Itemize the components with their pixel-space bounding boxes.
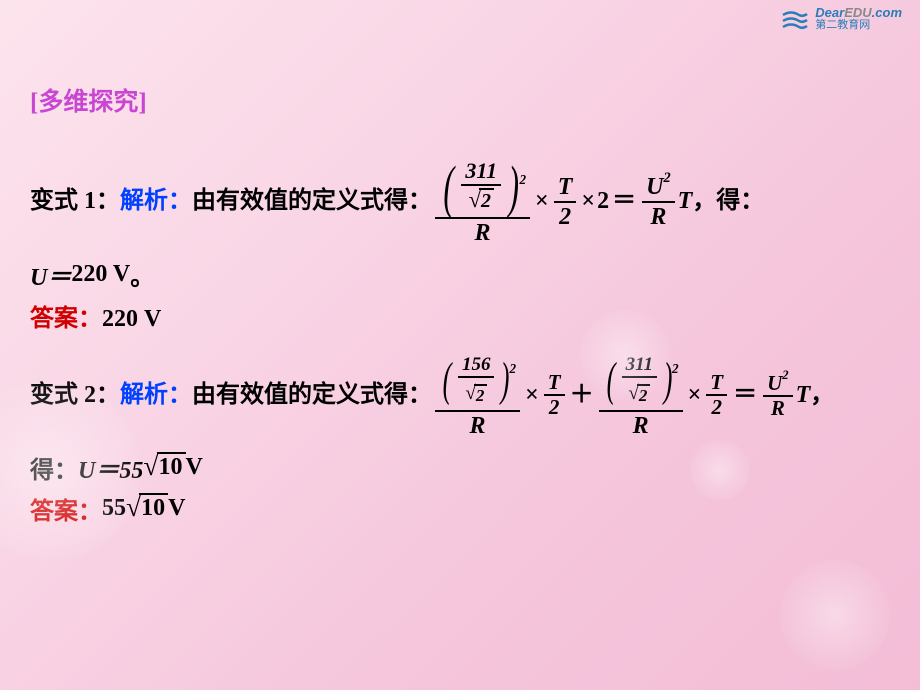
t-over-2: T 2: [554, 173, 577, 231]
section-header: [多维探究]: [30, 82, 890, 118]
t-over-2-a: T 2: [544, 371, 565, 419]
problem2-answer: 答案： 55 √10 V: [30, 491, 890, 526]
problem2-prefix: 变式 2：: [30, 369, 120, 422]
t-over-2-b: T 2: [706, 371, 727, 419]
problem1-prefix: 变式 1：: [30, 175, 120, 228]
analysis-label-2: 解析：: [120, 369, 192, 422]
problem1-line: 变式 1： 解析： 由有效值的定义式得： ( 311 √2 ) 2 R × T: [30, 156, 890, 247]
rhs-frac-2: U2 R: [763, 371, 792, 420]
problem1-lead: 由有效值的定义式得：: [192, 175, 432, 228]
problem2-lead: 由有效值的定义式得：: [192, 369, 432, 422]
logo-cn: 第二教育网: [815, 20, 902, 31]
problem1-answer: 答案：220 V: [30, 298, 890, 333]
rhs-frac: U2 R: [642, 172, 675, 231]
lhs-frac-a: ( 156 √2 ) 2 R: [435, 351, 520, 440]
problem1-result: U＝220 V。: [30, 257, 890, 292]
site-logo: DearEDU.com 第二教育网: [781, 6, 902, 31]
logo-url: DearEDU.com: [815, 6, 902, 19]
content-area: [多维探究] 变式 1： 解析： 由有效值的定义式得： ( 311 √2 ) 2…: [0, 0, 920, 526]
analysis-label: 解析：: [120, 175, 192, 228]
problem2-result: 得： U＝55 √10 V: [30, 450, 890, 485]
answer-label-2: 答案：: [30, 491, 102, 526]
wave-icon: [781, 7, 809, 31]
lhs-main-frac: ( 311 √2 ) 2 R: [435, 156, 530, 247]
answer-label: 答案：: [30, 306, 102, 332]
problem2-line: 变式 2： 解析： 由有效值的定义式得： ( 156 √2 ) 2 R × T: [30, 351, 890, 440]
lhs-frac-b: ( 311 √2 ) 2 R: [599, 351, 683, 440]
